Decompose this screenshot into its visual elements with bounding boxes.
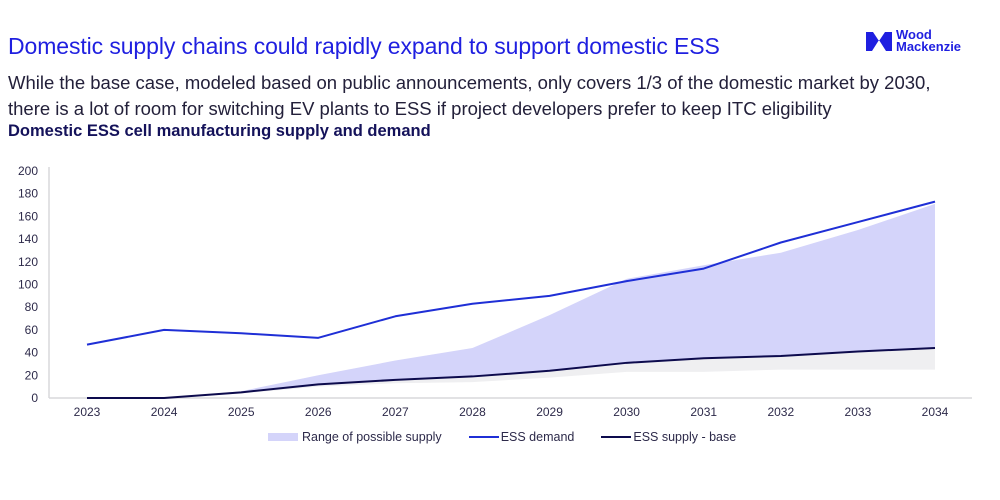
x-tick-label: 2026: [305, 405, 332, 419]
x-tick-label: 2031: [690, 405, 717, 419]
y-tick-label: 180: [18, 187, 38, 201]
range-of-possible-supply-area: [87, 203, 935, 398]
legend-label-demand: ESS demand: [500, 430, 575, 444]
legend-label-range: Range of possible supply: [302, 430, 442, 444]
wood-mackenzie-logo-icon: [866, 32, 892, 51]
subtitle-line-2: there is a lot of room for switching EV …: [8, 98, 832, 119]
legend-swatch-range: [268, 433, 298, 441]
legend-swatch-supply-base: [601, 436, 632, 438]
legend-item-demand: ESS demand: [468, 430, 575, 444]
x-tick-label: 2028: [459, 405, 486, 419]
logo-text-line2: Mackenzie: [896, 39, 962, 54]
legend-item-supply-base: ESS supply - base: [601, 430, 736, 444]
x-tick-label: 2034: [922, 405, 949, 419]
ess-demand-line: [86, 200, 936, 346]
legend-label-supply-base: ESS supply - base: [633, 430, 737, 444]
y-tick-label: 20: [25, 368, 39, 382]
page-title: Domestic supply chains could rapidly exp…: [8, 33, 720, 59]
x-tick-label: 2027: [382, 405, 409, 419]
wood-mackenzie-logo: Wood Mackenzie: [866, 27, 962, 54]
y-tick-label: 80: [25, 300, 39, 314]
y-tick-label: 0: [31, 391, 38, 405]
chart-title: Domestic ESS cell manufacturing supply a…: [8, 122, 431, 140]
y-tick-label: 100: [18, 278, 38, 292]
x-tick-label: 2032: [767, 405, 794, 419]
x-tick-label: 2029: [536, 405, 563, 419]
y-tick-label: 200: [18, 164, 38, 178]
y-tick-label: 120: [18, 255, 38, 269]
logo-text-line1: Wood: [896, 27, 932, 42]
subtitle-line-1: While the base case, modeled based on pu…: [8, 72, 931, 93]
ess-supply-base-line: [87, 347, 936, 399]
x-tick-label: 2030: [613, 405, 640, 419]
legend-swatch-demand: [468, 436, 499, 438]
y-tick-label: 40: [25, 346, 39, 360]
x-tick-label: 2025: [228, 405, 255, 419]
range-floor-area: [87, 348, 935, 398]
chart-legend: Range of possible supply ESS demand ESS …: [268, 430, 763, 444]
x-tick-label: 2023: [74, 405, 101, 419]
subtitle: While the base case, modeled based on pu…: [8, 70, 930, 122]
x-tick-label: 2024: [151, 405, 178, 419]
y-tick-label: 140: [18, 232, 38, 246]
legend-item-range: Range of possible supply: [268, 430, 442, 444]
y-tick-label: 60: [25, 323, 39, 337]
y-tick-label: 160: [18, 209, 38, 223]
x-tick-label: 2033: [845, 405, 872, 419]
